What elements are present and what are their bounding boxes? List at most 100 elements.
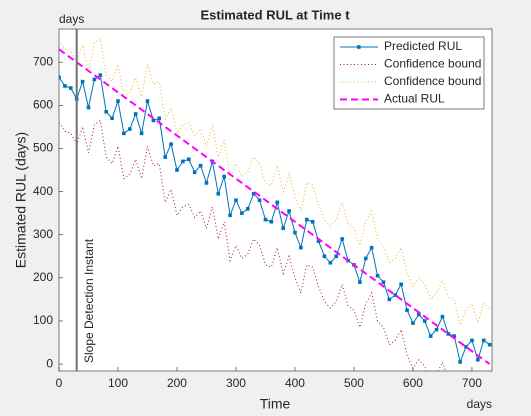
- marker: [387, 297, 392, 302]
- series-line: [59, 48, 491, 365]
- marker: [487, 342, 492, 347]
- marker: [452, 334, 457, 338]
- marker: [257, 198, 262, 203]
- marker: [481, 338, 486, 343]
- marker: [92, 77, 97, 82]
- annotation-text: Slope Detection Instant: [82, 238, 96, 363]
- x-tick-label: 0: [56, 376, 63, 390]
- marker: [399, 282, 403, 287]
- legend-label: Confidence bound: [384, 74, 481, 88]
- legend-label: Actual RUL: [384, 92, 445, 106]
- marker: [169, 142, 173, 146]
- marker: [192, 170, 197, 174]
- marker: [310, 219, 315, 224]
- marker: [275, 200, 280, 205]
- marker: [363, 256, 368, 261]
- marker: [139, 131, 144, 136]
- marker: [293, 230, 297, 235]
- marker: [287, 209, 291, 213]
- marker: [151, 118, 156, 123]
- marker: [110, 116, 114, 121]
- y-tick-label: 500: [33, 141, 53, 155]
- x-unit: days: [467, 397, 492, 411]
- x-tick-label: 200: [167, 376, 187, 390]
- marker: [240, 211, 244, 215]
- marker: [145, 99, 150, 103]
- marker: [316, 239, 321, 243]
- y-tick-label: 300: [33, 227, 53, 241]
- marker: [340, 237, 344, 241]
- marker: [175, 168, 179, 172]
- marker: [263, 217, 268, 222]
- marker: [216, 191, 221, 196]
- legend-label: Confidence bound: [384, 57, 481, 71]
- plot-content: [59, 37, 492, 371]
- y-tick-label: 100: [33, 313, 53, 327]
- marker: [405, 308, 409, 312]
- marker: [186, 157, 191, 162]
- marker: [411, 321, 415, 325]
- marker: [133, 112, 138, 116]
- marker: [104, 110, 108, 114]
- marker: [251, 191, 256, 196]
- marker: [86, 105, 91, 110]
- marker: [464, 345, 468, 349]
- marker: [381, 280, 386, 284]
- marker: [127, 127, 132, 131]
- marker: [157, 116, 162, 121]
- marker: [428, 334, 433, 338]
- marker: [245, 207, 250, 211]
- x-tick-label: 300: [226, 376, 246, 390]
- marker: [181, 159, 185, 164]
- legend-marker: [357, 45, 361, 49]
- y-tick-label: 400: [33, 184, 53, 198]
- x-tick-label: 600: [403, 376, 423, 390]
- marker: [204, 181, 209, 185]
- marker: [440, 314, 445, 319]
- marker: [63, 84, 67, 88]
- marker: [417, 312, 421, 317]
- marker: [369, 245, 374, 250]
- x-tick-label: 700: [462, 376, 482, 390]
- marker: [80, 79, 85, 84]
- marker: [116, 99, 120, 103]
- x-tick-label: 500: [344, 376, 364, 390]
- chart-title: Estimated RUL at Time t: [200, 7, 350, 22]
- marker: [68, 86, 73, 90]
- marker: [269, 219, 274, 224]
- marker: [281, 226, 285, 231]
- legend-box: [333, 36, 485, 110]
- marker: [476, 357, 480, 362]
- marker: [222, 174, 226, 179]
- marker: [358, 280, 362, 284]
- y-unit: days: [59, 12, 84, 26]
- marker: [198, 163, 203, 168]
- marker: [328, 260, 333, 265]
- marker: [98, 73, 103, 77]
- marker: [434, 327, 439, 332]
- marker: [470, 338, 474, 343]
- x-tick-label: 400: [285, 376, 305, 390]
- marker: [458, 360, 462, 364]
- y-axis-label: Estimated RUL (days): [13, 132, 29, 268]
- x-tick-label: 100: [108, 376, 128, 390]
- marker: [299, 245, 303, 250]
- legend-label: Predicted RUL: [384, 39, 462, 53]
- marker: [228, 213, 232, 218]
- marker: [304, 217, 309, 222]
- marker: [446, 332, 451, 336]
- marker: [163, 155, 167, 159]
- marker: [334, 254, 339, 259]
- y-tick-label: 600: [33, 98, 53, 112]
- y-tick-label: 200: [33, 270, 53, 284]
- marker: [59, 75, 61, 80]
- y-tick-label: 0: [46, 356, 53, 370]
- y-tick-label: 700: [33, 54, 53, 68]
- marker: [322, 254, 327, 259]
- marker: [122, 131, 126, 136]
- marker: [375, 273, 380, 278]
- marker: [422, 319, 427, 323]
- marker: [234, 198, 238, 203]
